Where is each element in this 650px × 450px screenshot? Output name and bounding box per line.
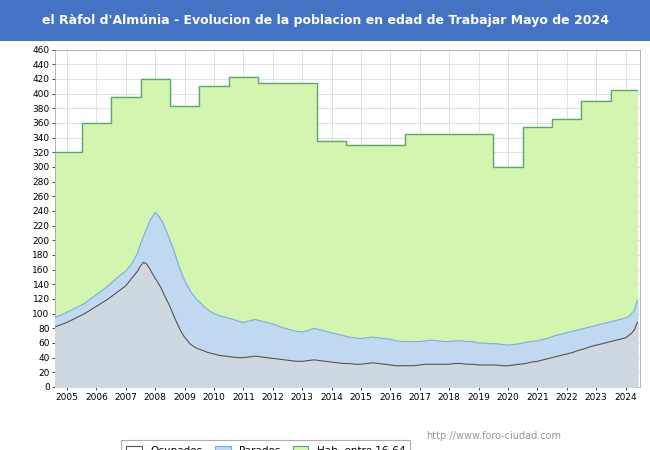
Text: el Ràfol d'Almúnia - Evolucion de la poblacion en edad de Trabajar Mayo de 2024: el Ràfol d'Almúnia - Evolucion de la pob… bbox=[42, 14, 608, 27]
Text: http://www.foro-ciudad.com: http://www.foro-ciudad.com bbox=[426, 431, 562, 441]
Legend: Ocupados, Parados, Hab. entre 16-64: Ocupados, Parados, Hab. entre 16-64 bbox=[121, 441, 411, 450]
